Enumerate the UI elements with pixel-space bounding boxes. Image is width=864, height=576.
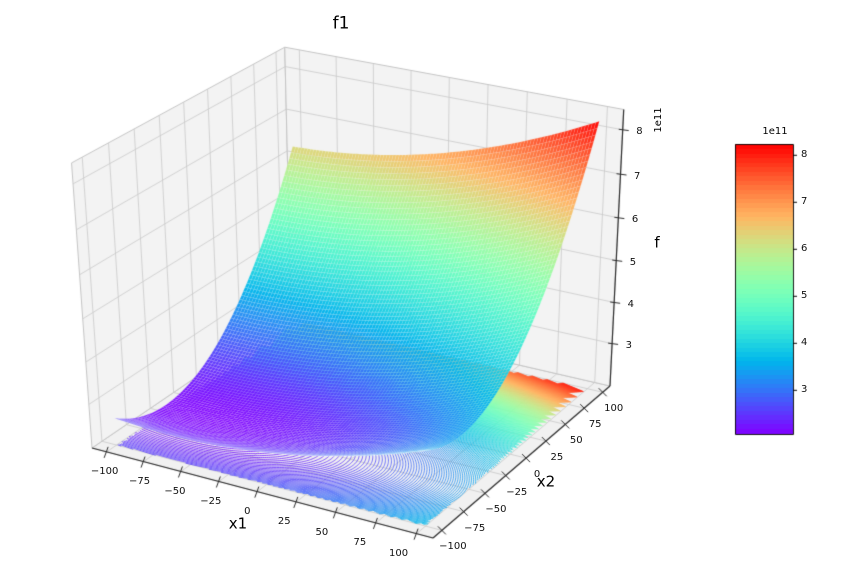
x1-tick-label: −100 [90, 466, 119, 478]
x1-tick-label: −25 [200, 495, 222, 507]
colorbar-tick-label: 6 [801, 243, 808, 255]
x2-tick-label: −25 [506, 486, 528, 498]
x2-tick-label: −75 [464, 522, 486, 534]
x1-tick-label: 50 [315, 526, 329, 538]
x1-tick-label: 25 [277, 516, 291, 528]
colorbar-tick-label: 7 [801, 196, 808, 208]
figure-title: f1 [332, 13, 350, 34]
x2-tick-label: −50 [485, 504, 507, 516]
z-axis-label: f [654, 233, 660, 252]
z-tick-label: 4 [627, 298, 635, 310]
x2-tick-label: 25 [550, 452, 564, 464]
colorbar-title: 1e11 [762, 126, 788, 137]
z-tick-label: 6 [631, 214, 639, 226]
x2-axis-label: x2 [536, 472, 556, 491]
x1-tick-label: 100 [389, 548, 409, 560]
x2-tick-label: −100 [439, 541, 467, 553]
z-tick-label: 7 [634, 170, 641, 182]
x1-tick-label: 0 [244, 506, 251, 518]
z-axis-exponent-label: 1e11 [653, 107, 664, 133]
z-tick-label: 3 [625, 340, 632, 352]
colorbar-tick-label: 8 [801, 149, 808, 161]
x2-tick-label: 0 [533, 469, 541, 481]
colorbar-tick-label: 5 [801, 290, 808, 302]
colorbar-tick-label: 3 [801, 384, 808, 396]
z-tick-label: 5 [629, 257, 637, 269]
colorbar [735, 144, 793, 434]
x1-tick-label: 75 [353, 537, 367, 549]
x1-tick-label: −50 [164, 485, 186, 497]
x2-tick-label: 100 [604, 403, 624, 415]
x1-tick-label: −75 [128, 476, 151, 488]
z-tick-label: 8 [636, 126, 643, 138]
x2-tick-label: 50 [569, 435, 583, 447]
x2-tick-label: 75 [588, 419, 602, 431]
x1-axis-label: x1 [228, 514, 248, 533]
colorbar-tick-label: 4 [801, 337, 808, 349]
